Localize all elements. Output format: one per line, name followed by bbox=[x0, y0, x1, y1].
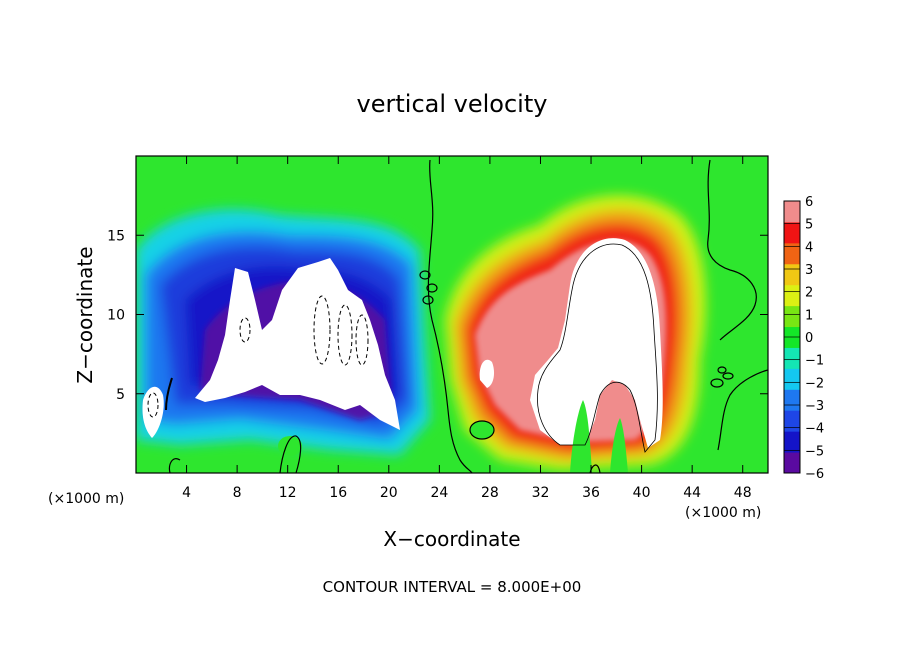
x-tick-label: 4 bbox=[182, 485, 191, 501]
x-tick-label: 36 bbox=[582, 485, 600, 501]
x-tick-label: 40 bbox=[633, 485, 651, 501]
colorbar-label: 3 bbox=[805, 263, 813, 278]
colorbar-swatch bbox=[784, 221, 800, 244]
colorbar-label: −2 bbox=[805, 376, 824, 391]
colorbar-label: 0 bbox=[805, 331, 813, 346]
updraft-core bbox=[530, 238, 663, 448]
colorbar-label: −5 bbox=[805, 444, 824, 459]
colorbar-swatch bbox=[784, 452, 800, 474]
chart-title: vertical velocity bbox=[357, 90, 548, 118]
contour-interval-note: CONTOUR INTERVAL = 8.000E+00 bbox=[323, 578, 582, 596]
colorbar-swatch bbox=[784, 263, 800, 286]
y-tick-label: 10 bbox=[107, 308, 125, 324]
colorbar-label: −6 bbox=[805, 467, 824, 482]
heatmap-field bbox=[136, 156, 768, 473]
colorbar-swatch bbox=[784, 284, 800, 307]
colorbar: 6 5 4 3 2 1 0 −1 −2 −3 −4 −5 −6 bbox=[783, 195, 824, 482]
x-tick-label: 44 bbox=[683, 485, 701, 501]
x-axis: 4 8 12 16 20 24 28 32 36 40 44 48 bbox=[182, 156, 752, 501]
colorbar-swatch bbox=[784, 201, 800, 223]
y-axis-title: Z−coordinate bbox=[73, 246, 97, 383]
x-tick-label: 20 bbox=[380, 485, 398, 501]
colorbar-label: 2 bbox=[805, 286, 813, 301]
colorbar-label: −3 bbox=[805, 399, 824, 414]
colorbar-label: 4 bbox=[805, 240, 813, 255]
colorbar-swatch bbox=[784, 368, 800, 390]
colorbar-swatch bbox=[784, 305, 800, 328]
x-tick-label: 24 bbox=[430, 485, 448, 501]
colorbar-swatch bbox=[784, 347, 800, 369]
colorbar-swatch bbox=[784, 242, 800, 265]
x-tick-label: 28 bbox=[481, 485, 499, 501]
x-tick-label: 8 bbox=[233, 485, 242, 501]
colorbar-label: 1 bbox=[805, 308, 813, 323]
colorbar-swatch bbox=[784, 410, 800, 432]
x-axis-title: X−coordinate bbox=[383, 527, 520, 551]
downdraft-core bbox=[195, 258, 400, 430]
colorbar-label: −1 bbox=[805, 354, 824, 369]
colorbar-swatch bbox=[784, 431, 800, 453]
y-tick-label: 15 bbox=[107, 228, 125, 244]
x-unit-left: (×1000 m) bbox=[48, 491, 124, 507]
colorbar-swatch bbox=[784, 389, 800, 411]
x-tick-label: 16 bbox=[329, 485, 347, 501]
x-unit-right: (×1000 m) bbox=[685, 505, 761, 521]
colorbar-label: 6 bbox=[805, 195, 813, 210]
x-tick-label: 48 bbox=[734, 485, 752, 501]
x-tick-label: 32 bbox=[532, 485, 550, 501]
y-axis: 5 10 15 bbox=[107, 228, 768, 403]
y-tick-label: 5 bbox=[116, 387, 125, 403]
x-tick-label: 12 bbox=[279, 485, 297, 501]
colorbar-label: 5 bbox=[805, 218, 813, 233]
colorbar-label: −4 bbox=[805, 422, 824, 437]
